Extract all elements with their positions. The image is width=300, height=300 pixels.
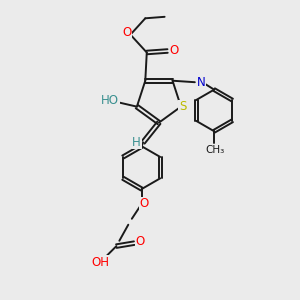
Text: O: O: [136, 235, 145, 248]
Text: OH: OH: [91, 256, 109, 269]
Text: O: O: [140, 197, 149, 210]
Text: O: O: [169, 44, 179, 58]
Text: H: H: [132, 136, 141, 149]
Text: CH₃: CH₃: [205, 145, 224, 155]
Text: HO: HO: [101, 94, 119, 107]
Text: O: O: [122, 26, 131, 39]
Text: N: N: [196, 76, 205, 89]
Text: S: S: [179, 100, 186, 113]
